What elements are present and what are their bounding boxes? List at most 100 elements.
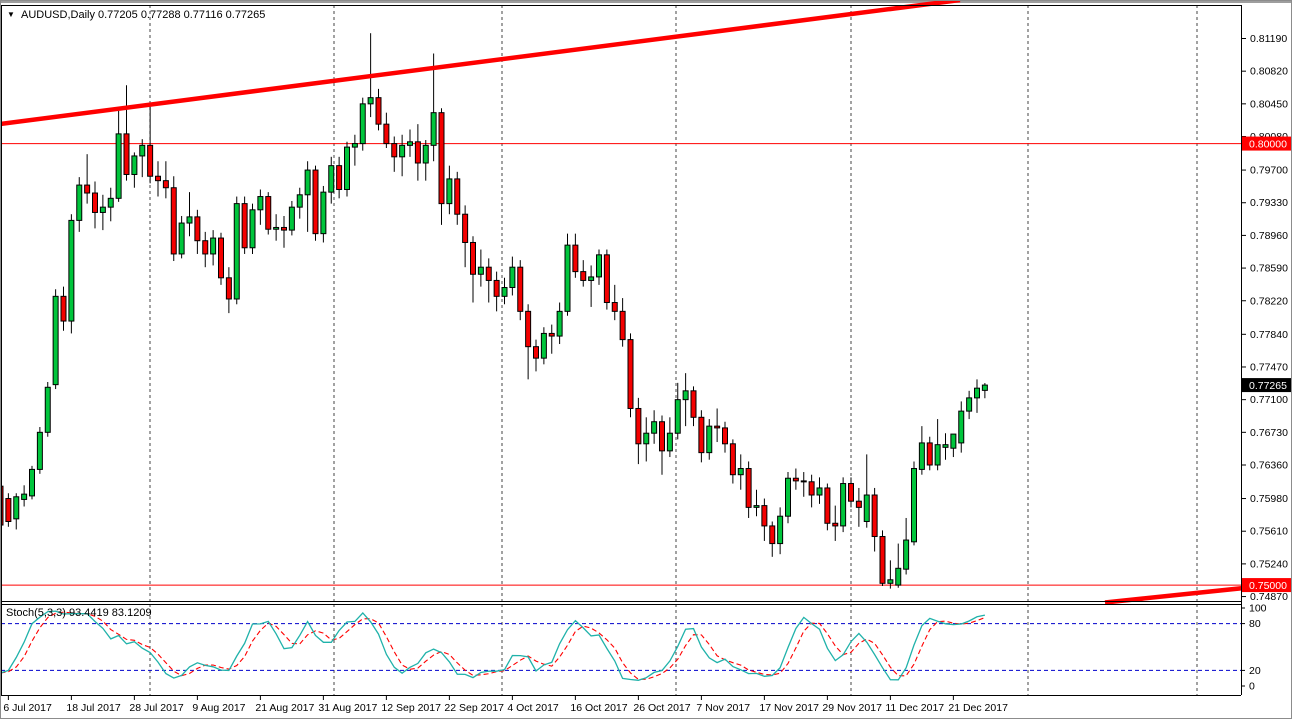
bull-candle-body [556,310,563,337]
candle [328,156,335,204]
candle [178,215,185,259]
bear-candle-body [170,187,177,255]
candle [273,214,280,241]
bear-candle-body [517,266,524,312]
last-price-badge-label: 0.77265 [1249,380,1287,392]
candle [800,472,807,497]
time-axis[interactable]: 6 Jul 2017 18 Jul 2017 28 Jul 2017 9 Aug 20… [3,695,1008,714]
candlestick-series[interactable] [0,33,988,589]
bear-candle-body [533,346,539,359]
candle [257,189,264,225]
candle [162,161,169,199]
bull-candle-body [288,206,295,231]
bear-candle-body [241,203,248,249]
bull-candle-body [903,539,910,570]
horizontal-price-lines[interactable] [1,143,1241,586]
date-tick-label: 4 Oct 2017 [507,702,559,714]
candle [407,129,413,157]
bear-candle-body [572,244,579,273]
bear-candle-body [493,279,500,297]
candle [375,88,382,131]
upper-channel-trendline[interactable] [0,0,961,127]
bull-candle-body [273,226,280,230]
bull-candle-body [115,133,122,199]
candle [603,249,610,310]
bull-candle-body [178,222,185,255]
candle [304,161,311,232]
candle [761,498,768,541]
bull-candle-body [706,425,713,454]
bear-candle-body [879,536,886,584]
candle [414,124,421,181]
chart-collapse-icon[interactable]: ▼ [7,10,15,19]
candle [588,265,595,307]
bull-candle-body [68,219,75,322]
candle [470,236,476,303]
bear-candle-body [611,302,618,312]
bear-candle-body [745,468,752,508]
bull-candle-body [887,579,894,584]
bull-candle-body [785,477,791,517]
bear-candle-body [808,481,815,496]
candle [123,85,130,181]
date-tick-label: 31 Aug 2017 [318,702,377,714]
candle [690,386,697,427]
hline-price-badge-label: 0.80000 [1249,139,1287,151]
bear-candle-body [659,421,665,452]
candle [296,187,303,219]
candle [44,381,51,437]
bull-candle-body [29,468,35,497]
candle [336,156,343,199]
date-tick-label: 12 Sep 2017 [381,702,441,714]
hline-price-badge [1242,578,1292,593]
bull-candle-body [139,144,146,157]
candle [611,284,618,321]
bull-candle-body [540,332,547,359]
date-tick-label: 18 Jul 2017 [66,702,120,714]
bull-candle-body [422,144,429,164]
candle [737,454,744,490]
candle [99,194,106,231]
bull-candle-body [233,203,240,300]
date-tick-label: 22 Sep 2017 [444,702,504,714]
candle [950,433,957,458]
candle [958,401,965,453]
stochastic-pane[interactable] [0,610,1242,681]
bull-candle-body [107,197,114,208]
candle [777,507,784,555]
bull-candle-body [911,468,917,543]
candle [855,487,862,527]
price-tick-label: 0.75240 [1250,558,1288,570]
bear-candle-body [698,416,705,454]
bull-candle-body [367,97,374,105]
price-axis[interactable]: 0.811900.808200.804500.800800.797000.793… [1241,33,1288,693]
bull-candle-body [863,494,870,523]
candle [139,139,146,178]
candle [525,304,532,380]
bear-candle-body [848,483,854,502]
candle [92,181,98,229]
stoch-scale-label: 0 [1249,681,1255,693]
bull-candle-body [430,112,437,146]
bear-candle-body [123,133,130,175]
bull-candle-body [351,143,358,148]
candle [848,477,854,508]
candle [5,493,12,527]
bull-candle-body [564,244,571,312]
bull-candle-body [966,397,973,412]
candle [564,233,571,316]
candle [241,196,248,254]
candle [430,53,437,162]
bear-candle-body [383,123,390,145]
date-tick-label: 7 Nov 2017 [696,702,750,714]
hline-price-badge [1242,136,1292,151]
price-tick-label: 0.75610 [1250,526,1288,538]
candle [485,258,492,303]
price-tick-label: 0.81190 [1250,33,1287,45]
bear-candle-body [312,169,319,235]
bull-candle-body [304,169,311,196]
candle [107,187,114,222]
bull-candle-body [588,276,595,281]
